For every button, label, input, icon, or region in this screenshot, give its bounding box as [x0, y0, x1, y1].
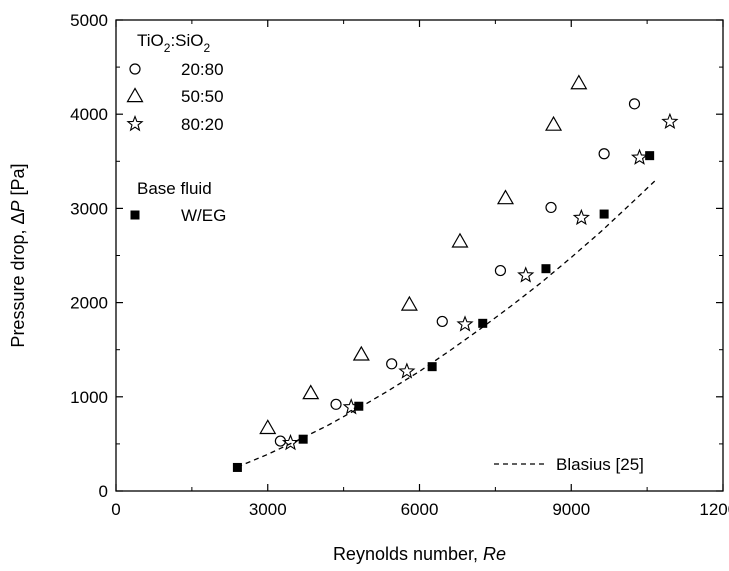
data-point-filled-square: [298, 434, 308, 444]
x-tick-label: 3000: [249, 500, 287, 519]
legend-marker-filled-square: [130, 210, 140, 220]
data-point-open-triangle: [545, 115, 563, 131]
x-axis-label: Reynolds number, Re: [333, 544, 506, 564]
y-tick-label: 4000: [70, 105, 108, 124]
legend-marker-open-triangle: [126, 87, 144, 103]
data-point-open-triangle: [302, 384, 320, 400]
y-tick-label: 0: [99, 482, 108, 501]
y-tick-label: 5000: [70, 11, 108, 30]
y-tick-label: 3000: [70, 199, 108, 218]
data-point-filled-square: [354, 401, 364, 411]
data-point-open-circle: [628, 98, 641, 110]
data-point-open-circle: [598, 148, 610, 160]
x-tick-label: 0: [111, 500, 120, 519]
data-point-filled-square: [427, 362, 437, 372]
data-markers: [232, 74, 679, 472]
data-point-filled-square: [478, 318, 488, 328]
legend-label: W/EG: [181, 206, 226, 225]
data-point-open-triangle: [259, 419, 277, 435]
y-tick-label: 1000: [70, 388, 108, 407]
data-point-open-triangle: [570, 74, 588, 90]
data-point-open-circle: [386, 358, 398, 370]
legend-label: 20:80: [181, 60, 224, 79]
y-tick-label: 2000: [70, 294, 108, 313]
x-tick-label: 9000: [552, 500, 590, 519]
legend-label-blasius: Blasius [25]: [556, 455, 644, 474]
data-point-open-star: [630, 148, 649, 165]
legend-marker-open-circle: [129, 63, 141, 75]
x-tick-label: 6000: [401, 500, 439, 519]
data-point-open-circle: [494, 264, 507, 277]
data-point-filled-square: [599, 209, 609, 219]
data-point-open-triangle: [496, 189, 515, 205]
data-point-open-star: [398, 362, 416, 379]
data-point-open-star: [281, 433, 300, 451]
data-point-open-circle: [436, 315, 448, 328]
axis-ticks: 0 3000 6000 9000 12000 0 1000 2000 3000 4000 5000: [70, 11, 729, 519]
data-point-filled-square: [541, 264, 551, 274]
legend-label: 50:50: [181, 87, 224, 106]
legend-title-composition: TiO2:SiO2: [137, 31, 211, 55]
y-axis-label: Pressure drop, ΔP [Pa]: [8, 163, 28, 347]
data-point-open-star: [456, 315, 474, 332]
data-point-open-star: [517, 266, 535, 283]
data-point-open-triangle: [352, 345, 370, 361]
data-point-open-triangle: [451, 232, 469, 248]
data-point-open-star: [572, 208, 590, 226]
data-point-filled-square: [232, 462, 242, 472]
legend-title-base-fluid: Base fluid: [137, 179, 212, 198]
legend-label: 80:20: [181, 115, 224, 134]
x-tick-label: 12000: [699, 500, 729, 519]
data-point-filled-square: [645, 151, 655, 161]
legend-marker-open-star: [126, 114, 144, 132]
data-point-open-star: [661, 112, 679, 130]
data-point-open-circle: [545, 201, 557, 214]
data-point-open-circle: [330, 398, 342, 410]
data-point-open-triangle: [400, 295, 418, 311]
legend: TiO2:SiO2 Base fluid 20:80 50:50 80:20 W/EG…: [126, 31, 644, 474]
